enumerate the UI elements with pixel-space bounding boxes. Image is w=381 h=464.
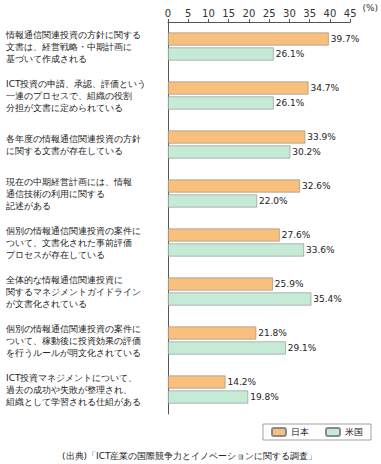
svg-text:ICT投資の申請、承認、評価という: ICT投資の申請、承認、評価という (6, 79, 146, 89)
svg-text:ついて、稼動後に投資効果の評価: ついて、稼動後に投資効果の評価 (6, 336, 141, 346)
svg-text:15: 15 (222, 8, 235, 19)
svg-text:26.1%: 26.1% (276, 49, 305, 59)
svg-text:個別の情報通信関連投資の案件に: 個別の情報通信関連投資の案件に (6, 226, 141, 236)
svg-text:を行うルールが明文化されている: を行うルールが明文化されている (6, 348, 141, 358)
svg-text:情報通信関連投資の方針に関する: 情報通信関連投資の方針に関する (5, 30, 141, 40)
svg-text:33.6%: 33.6% (306, 245, 335, 255)
svg-text:日本: 日本 (291, 427, 309, 437)
svg-text:個別の情報通信関連投資の案件に: 個別の情報通信関連投資の案件に (6, 324, 141, 334)
svg-text:分担が文書に定められている: 分担が文書に定められている (6, 103, 123, 113)
svg-text:全体的な情報通信関連投資に: 全体的な情報通信関連投資に (6, 275, 123, 285)
svg-text:0: 0 (165, 8, 171, 19)
svg-text:25: 25 (263, 8, 276, 19)
svg-text:45: 45 (344, 8, 357, 19)
svg-text:25.9%: 25.9% (275, 279, 304, 289)
svg-text:29.1%: 29.1% (288, 343, 317, 353)
svg-text:19.8%: 19.8% (250, 392, 279, 402)
svg-text:ICT投資マネジメントについて、: ICT投資マネジメントについて、 (6, 373, 137, 383)
svg-text:26.1%: 26.1% (276, 98, 305, 108)
svg-text:40: 40 (324, 8, 337, 19)
svg-text:20: 20 (243, 8, 256, 19)
svg-text:が文書化されている: が文書化されている (6, 299, 87, 309)
svg-text:プロセスが存在している: プロセスが存在している (6, 250, 105, 260)
svg-text:(出典)「ICT産業の国際競争力とイノベーションに関する調査: (出典)「ICT産業の国際競争力とイノベーションに関する調査」 (62, 451, 317, 461)
svg-text:文書は、経営戦略・中期計画に: 文書は、経営戦略・中期計画に (6, 42, 132, 52)
svg-text:21.8%: 21.8% (258, 328, 287, 338)
svg-text:各年度の情報通信関連投資の方針: 各年度の情報通信関連投資の方針 (6, 134, 141, 144)
svg-text:35: 35 (303, 8, 316, 19)
svg-text:30: 30 (283, 8, 296, 19)
svg-text:一連のプロセスで、組織の役割: 一連のプロセスで、組織の役割 (6, 91, 132, 101)
svg-text:14.2%: 14.2% (227, 377, 256, 387)
svg-text:35.4%: 35.4% (313, 294, 342, 304)
svg-text:に関する文書が存在している: に関する文書が存在している (6, 146, 123, 156)
svg-text:(%): (%) (362, 3, 378, 13)
svg-text:33.9%: 33.9% (307, 132, 336, 142)
svg-text:通信技術の利用に関する: 通信技術の利用に関する (6, 189, 105, 199)
svg-text:39.7%: 39.7% (331, 34, 360, 44)
svg-text:34.7%: 34.7% (310, 83, 339, 93)
svg-text:ついて、文書化された事前評価: ついて、文書化された事前評価 (6, 238, 132, 248)
svg-text:27.6%: 27.6% (282, 230, 311, 240)
svg-text:過去の成功や失敗が整理され、: 過去の成功や失敗が整理され、 (6, 385, 132, 395)
svg-text:関するマネジメントガイドライン: 関するマネジメントガイドライン (6, 287, 141, 297)
svg-text:32.6%: 32.6% (302, 181, 331, 191)
svg-text:記述がある: 記述がある (6, 201, 51, 211)
svg-text:5: 5 (185, 8, 191, 19)
svg-text:米国: 米国 (345, 427, 363, 437)
svg-text:30.2%: 30.2% (292, 147, 321, 157)
svg-text:10: 10 (202, 8, 215, 19)
svg-text:基づいて作成される: 基づいて作成される (6, 54, 87, 64)
svg-text:組織として学習される仕組がある: 組織として学習される仕組がある (5, 397, 141, 407)
svg-text:22.0%: 22.0% (259, 196, 288, 206)
svg-text:現在の中期経営計画には、情報: 現在の中期経営計画には、情報 (6, 177, 132, 187)
